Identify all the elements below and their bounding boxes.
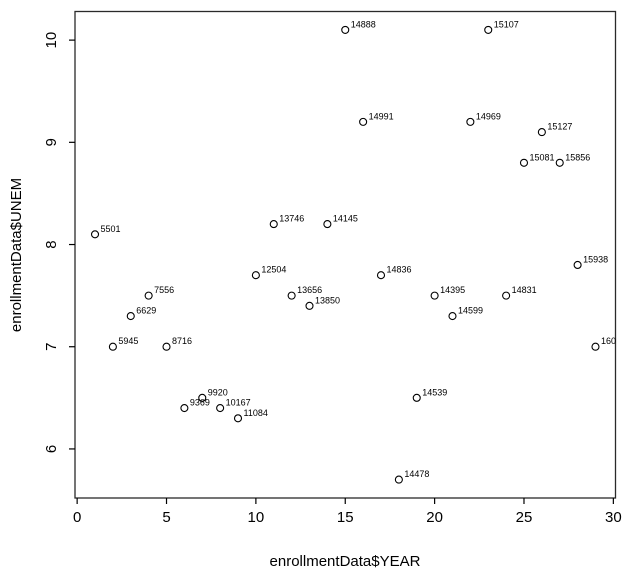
point-label: 15081 — [529, 152, 554, 162]
x-axis: 0 5 10 15 20 25 30 — [73, 498, 622, 526]
point-label: 14831 — [512, 285, 537, 295]
y-tick-label: 7 — [43, 343, 60, 351]
data-point — [323, 220, 332, 229]
point-label: 7556 — [154, 285, 174, 295]
x-tick-label: 25 — [516, 509, 533, 526]
x-tick-label: 0 — [73, 509, 81, 526]
data-point — [430, 291, 439, 300]
point-label: 14888 — [351, 19, 376, 29]
point-label: 14991 — [369, 111, 394, 121]
point-label: 14478 — [404, 469, 429, 479]
point-label: 10167 — [226, 398, 251, 408]
point-label: 12504 — [261, 265, 286, 275]
point-label: 14969 — [476, 111, 501, 121]
point-label: 160 — [601, 336, 616, 346]
data-point — [305, 301, 314, 310]
point-label: 13850 — [315, 295, 340, 305]
point-label: 14539 — [422, 387, 447, 397]
x-tick-label: 5 — [162, 509, 170, 526]
y-axis-title: enrollmentData$UNEM — [8, 178, 25, 332]
data-point — [341, 25, 350, 34]
plot-border — [74, 10, 617, 499]
point-label: 14395 — [440, 285, 465, 295]
y-tick-label: 8 — [43, 240, 60, 248]
x-axis-title: enrollmentData$YEAR — [270, 553, 421, 570]
data-point — [251, 271, 260, 280]
data-point — [537, 128, 546, 137]
point-label: 9920 — [208, 387, 228, 397]
y-tick-label: 9 — [43, 138, 60, 146]
data-point — [484, 25, 493, 34]
x-tick-label: 30 — [605, 509, 622, 526]
y-tick-label: 10 — [43, 32, 60, 49]
x-tick-label: 10 — [248, 509, 265, 526]
point-label: 5501 — [101, 224, 121, 234]
data-point — [269, 220, 278, 229]
x-tick-label: 15 — [337, 509, 354, 526]
point-label: 6629 — [136, 306, 156, 316]
y-tick-label: 6 — [43, 445, 60, 453]
data-point — [502, 291, 511, 300]
data-point — [198, 393, 207, 402]
data-point — [108, 342, 117, 351]
data-point — [394, 475, 403, 484]
data-point — [519, 158, 529, 167]
point-label: 15856 — [565, 152, 590, 162]
data-point — [359, 117, 368, 126]
data-point — [216, 404, 225, 413]
point-label: 8716 — [172, 336, 192, 346]
point-label: 13746 — [279, 214, 304, 224]
data-point — [573, 260, 582, 270]
point-label: 15107 — [494, 19, 519, 29]
point-label: 15938 — [583, 254, 608, 264]
data-point — [376, 271, 386, 280]
data-point — [233, 414, 243, 423]
data-point — [287, 291, 296, 300]
data-point — [162, 342, 171, 351]
data-point — [144, 291, 153, 300]
data-point — [466, 117, 475, 126]
point-label: 11084 — [244, 408, 268, 418]
data-point — [448, 312, 457, 321]
point-label: 9369 — [190, 398, 210, 408]
point-label: 14145 — [333, 214, 358, 224]
data-point — [90, 230, 100, 239]
data-point — [412, 393, 421, 402]
point-label: 14599 — [458, 306, 483, 316]
data-point — [555, 158, 564, 167]
point-label: 14836 — [386, 265, 411, 275]
data-point — [126, 312, 135, 321]
point-label: 13656 — [297, 285, 322, 295]
data-point — [591, 342, 600, 351]
point-label: 5945 — [118, 336, 138, 346]
x-tick-label: 20 — [426, 509, 443, 526]
y-axis: 6 7 8 9 10 — [43, 32, 75, 453]
data-point — [180, 404, 189, 413]
point-label: 15127 — [547, 122, 572, 132]
